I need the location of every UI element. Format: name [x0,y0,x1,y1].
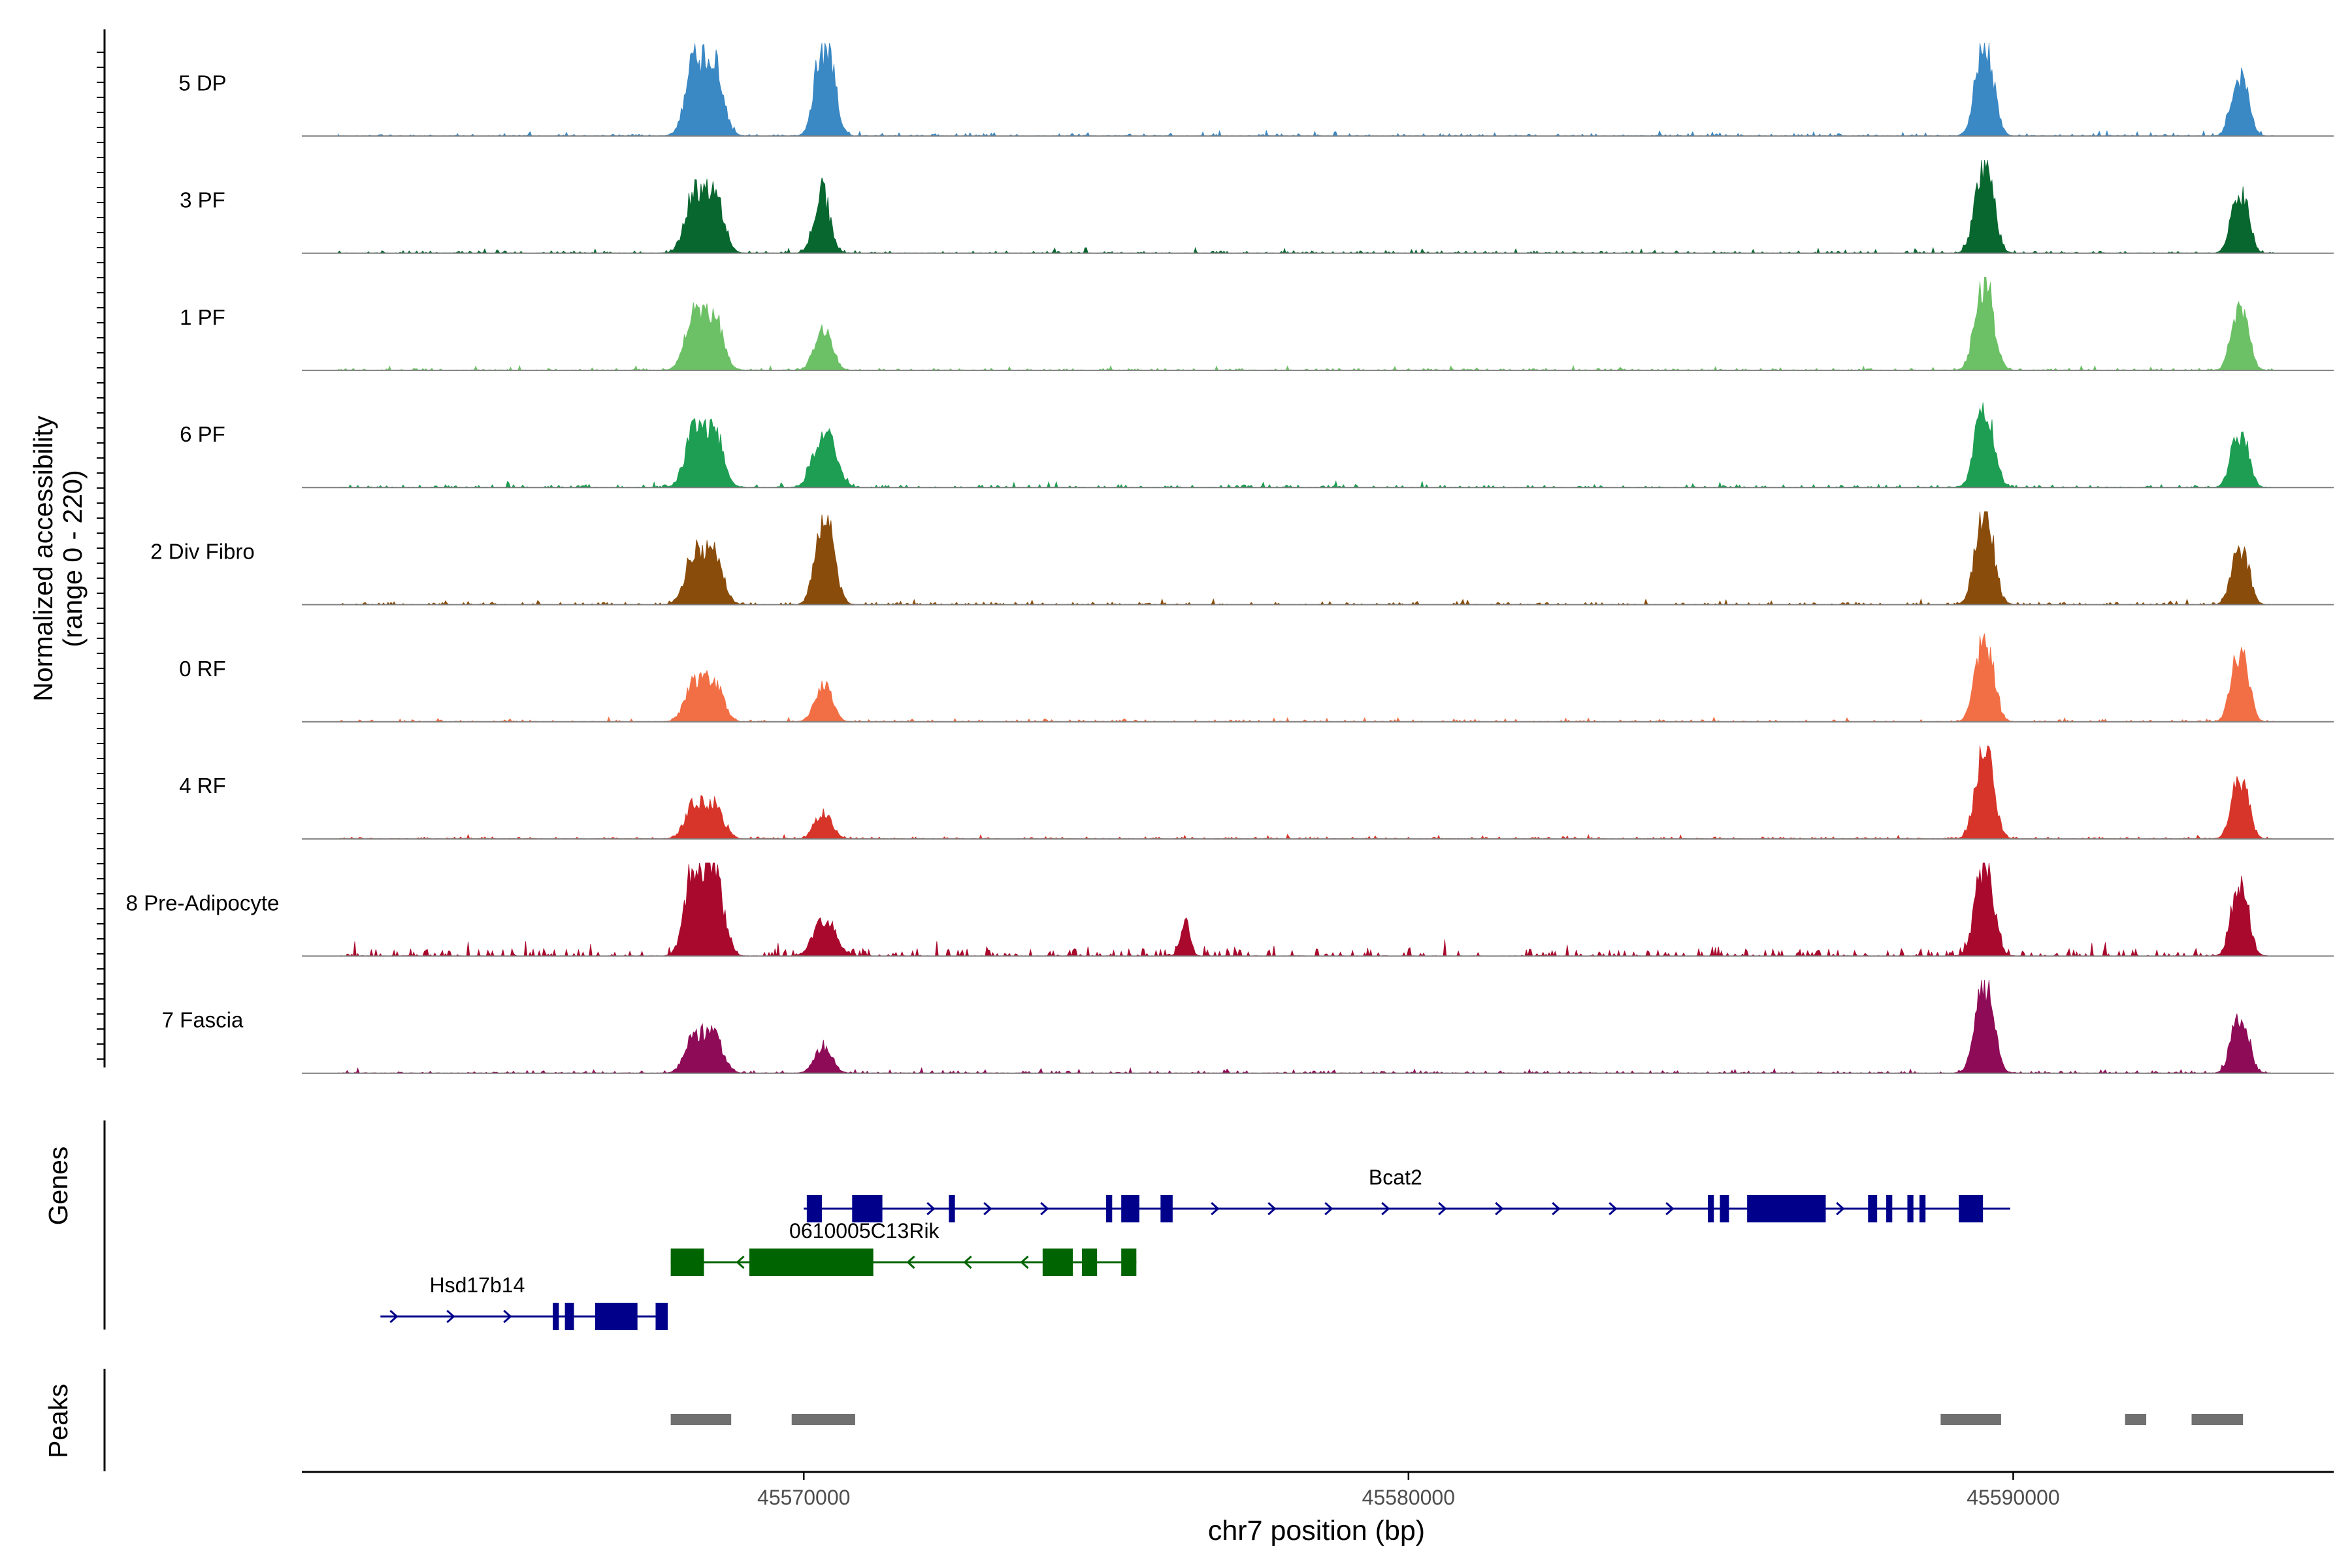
gene-exon [1121,1249,1137,1276]
gene-exon [655,1303,668,1330]
gene-exon [595,1303,638,1330]
track-label: 4 RF [179,774,226,798]
gene-name-label: Bcat2 [1369,1166,1422,1189]
gene-strand-chevron [1381,1201,1390,1216]
track-label: 0 RF [179,657,226,681]
x-tick-label: 45570000 [757,1486,850,1509]
track-label: 6 PF [180,422,225,446]
gene-strand-chevron [1267,1201,1277,1216]
coverage-track: 8 Pre-Adipocyte [126,862,2334,957]
peak-region [791,1414,855,1425]
x-tick-label: 45590000 [1967,1486,2059,1509]
gene-exon [1160,1195,1173,1222]
gene-strand-chevron [1020,1255,1029,1269]
x-axis-title: chr7 position (bp) [1208,1515,1425,1546]
gene-strand-chevron [1040,1201,1049,1216]
gene-strand-chevron [1609,1201,1618,1216]
gene-annotation-track: Bcat2 0610005C13Rik Hsd17b14 [103,1120,2010,1330]
coverage-track: 2 Div Fibro [150,511,2334,606]
gene-name-label: 0610005C13Rik [789,1219,940,1243]
coverage-track: 3 PF [180,160,2334,254]
coverage-track: 4 RF [179,745,2334,840]
track-label: 2 Div Fibro [150,540,255,564]
gene-strand-chevron [1438,1201,1447,1216]
peaks-track [103,1369,2244,1471]
gene-strand-chevron [389,1309,399,1324]
peak-region [2125,1414,2147,1425]
gene-model: 0610005C13Rik [670,1219,1137,1276]
gene-exon [1082,1249,1098,1276]
coverage-track: 7 Fascia [162,980,2334,1074]
gene-exon [1121,1195,1139,1222]
gene-strand-chevron [1665,1201,1674,1216]
track-label: 1 PF [180,305,225,329]
gene-strand-chevron [1324,1201,1333,1216]
coverage-track: 5 DP [178,42,2334,137]
gene-exon [1747,1195,1826,1222]
gene-strand-chevron [906,1255,915,1269]
track-label: 8 Pre-Adipocyte [126,890,280,915]
gene-strand-chevron [1836,1201,1845,1216]
gene-model: Hsd17b14 [380,1273,668,1330]
track-label: 3 PF [180,188,225,212]
gene-exon [806,1195,823,1222]
gene-strand-chevron [926,1201,936,1216]
gene-strand-chevron [1552,1201,1561,1216]
gene-exon [1708,1195,1714,1222]
gene-strand-chevron [446,1309,455,1324]
coverage-track: 1 PF [180,277,2334,371]
coverage-tracks: 5 DP 3 PF 1 PF 6 PF 2 Div Fibro 0 RF 4 RF 8 Pre… [97,29,2334,1074]
gene-exon [670,1249,704,1276]
gene-strand-chevron [1211,1201,1220,1216]
gene-strand-chevron [736,1255,745,1269]
gene-exon [1106,1195,1113,1222]
gene-exon [564,1303,574,1330]
coverage-track: 6 PF [180,402,2334,489]
gene-exon [852,1195,883,1222]
gene-strand-chevron [983,1201,992,1216]
y-axis-label-line2: (range 0 - 220) [57,470,88,647]
gene-exon [1868,1195,1878,1222]
gene-name-label: Hsd17b14 [429,1273,525,1297]
gene-exon [1919,1195,1926,1222]
gene-strand-chevron [503,1309,512,1324]
coverage-track: 0 RF [179,633,2334,723]
gene-exon [553,1303,559,1330]
gene-exon [1042,1249,1073,1276]
gene-model: Bcat2 [804,1166,2010,1222]
gene-exon [1720,1195,1729,1222]
gene-exon [749,1249,874,1276]
track-label: 5 DP [178,71,226,95]
gene-strand-chevron [1495,1201,1504,1216]
track-label: 7 Fascia [162,1008,244,1032]
x-axis: 45570000 45580000 45590000 [302,1471,2334,1509]
gene-strand-chevron [963,1255,972,1269]
gene-exon [1886,1195,1893,1222]
gene-exon [949,1195,955,1222]
peak-region [670,1414,732,1425]
x-tick-label: 45580000 [1362,1486,1455,1509]
y-axis-label-line1: Normalized accessibility [28,416,58,702]
peak-region [1940,1414,2001,1425]
peak-region [2191,1414,2244,1425]
gene-exon [1959,1195,1984,1222]
peaks-track-label: Peaks [43,1384,73,1458]
gene-exon [1907,1195,1914,1222]
genes-track-label: Genes [43,1147,73,1226]
